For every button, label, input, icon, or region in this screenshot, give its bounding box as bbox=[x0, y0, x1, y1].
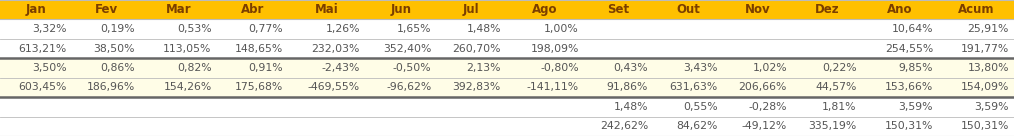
Text: 1,48%: 1,48% bbox=[613, 102, 648, 112]
Text: 148,65%: 148,65% bbox=[235, 44, 283, 54]
Text: -49,12%: -49,12% bbox=[741, 121, 787, 131]
Text: 9,85%: 9,85% bbox=[898, 63, 933, 73]
Text: 84,62%: 84,62% bbox=[676, 121, 718, 131]
Text: -141,11%: -141,11% bbox=[526, 82, 579, 92]
Text: 0,55%: 0,55% bbox=[683, 102, 718, 112]
Text: Ano: Ano bbox=[887, 3, 913, 16]
Bar bbox=[0, 78, 1014, 97]
Bar bbox=[0, 117, 1014, 136]
Text: -469,55%: -469,55% bbox=[308, 82, 360, 92]
Text: 3,59%: 3,59% bbox=[974, 102, 1009, 112]
Text: Mar: Mar bbox=[165, 3, 191, 16]
Text: 0,53%: 0,53% bbox=[177, 24, 212, 34]
Text: 113,05%: 113,05% bbox=[163, 44, 212, 54]
Text: 0,43%: 0,43% bbox=[613, 63, 648, 73]
Text: 3,59%: 3,59% bbox=[898, 102, 933, 112]
Text: 0,77%: 0,77% bbox=[248, 24, 283, 34]
Text: 3,43%: 3,43% bbox=[683, 63, 718, 73]
Text: 150,31%: 150,31% bbox=[960, 121, 1009, 131]
Text: Jan: Jan bbox=[25, 3, 47, 16]
Text: 1,48%: 1,48% bbox=[466, 24, 501, 34]
Text: 0,86%: 0,86% bbox=[100, 63, 135, 73]
Text: 232,03%: 232,03% bbox=[311, 44, 360, 54]
Text: -0,80%: -0,80% bbox=[540, 63, 579, 73]
Text: 1,81%: 1,81% bbox=[822, 102, 857, 112]
Text: 3,50%: 3,50% bbox=[32, 63, 67, 73]
Bar bbox=[0, 0, 1014, 19]
Text: 198,09%: 198,09% bbox=[530, 44, 579, 54]
Text: 175,68%: 175,68% bbox=[235, 82, 283, 92]
Text: 0,22%: 0,22% bbox=[821, 63, 857, 73]
Text: 392,83%: 392,83% bbox=[452, 82, 501, 92]
Text: 153,66%: 153,66% bbox=[885, 82, 933, 92]
Text: 3,32%: 3,32% bbox=[32, 24, 67, 34]
Text: -96,62%: -96,62% bbox=[386, 82, 431, 92]
Text: Dez: Dez bbox=[814, 3, 839, 16]
Text: 2,13%: 2,13% bbox=[466, 63, 501, 73]
Text: 154,09%: 154,09% bbox=[960, 82, 1009, 92]
Text: 44,57%: 44,57% bbox=[815, 82, 857, 92]
Text: 260,70%: 260,70% bbox=[452, 44, 501, 54]
Text: 1,65%: 1,65% bbox=[396, 24, 431, 34]
Text: Out: Out bbox=[676, 3, 700, 16]
Text: 191,77%: 191,77% bbox=[960, 44, 1009, 54]
Bar bbox=[0, 19, 1014, 39]
Text: Acum: Acum bbox=[958, 3, 995, 16]
Text: -2,43%: -2,43% bbox=[321, 63, 360, 73]
Text: 1,26%: 1,26% bbox=[325, 24, 360, 34]
Bar bbox=[0, 58, 1014, 78]
Text: 38,50%: 38,50% bbox=[93, 44, 135, 54]
Text: 154,26%: 154,26% bbox=[163, 82, 212, 92]
Text: 186,96%: 186,96% bbox=[86, 82, 135, 92]
Text: 206,66%: 206,66% bbox=[738, 82, 787, 92]
Text: 91,86%: 91,86% bbox=[606, 82, 648, 92]
Text: 254,55%: 254,55% bbox=[885, 44, 933, 54]
Text: 10,64%: 10,64% bbox=[891, 24, 933, 34]
Text: 1,00%: 1,00% bbox=[544, 24, 579, 34]
Text: 352,40%: 352,40% bbox=[383, 44, 431, 54]
Text: -0,50%: -0,50% bbox=[392, 63, 431, 73]
Text: Fev: Fev bbox=[94, 3, 118, 16]
Text: 0,82%: 0,82% bbox=[177, 63, 212, 73]
Text: Mai: Mai bbox=[314, 3, 339, 16]
Text: 335,19%: 335,19% bbox=[808, 121, 857, 131]
Text: 0,19%: 0,19% bbox=[100, 24, 135, 34]
Text: Nov: Nov bbox=[744, 3, 771, 16]
Text: 613,21%: 613,21% bbox=[18, 44, 67, 54]
Text: Jul: Jul bbox=[463, 3, 480, 16]
Text: 603,45%: 603,45% bbox=[18, 82, 67, 92]
Text: Set: Set bbox=[607, 3, 630, 16]
Text: Abr: Abr bbox=[240, 3, 264, 16]
Bar bbox=[0, 39, 1014, 58]
Text: 13,80%: 13,80% bbox=[967, 63, 1009, 73]
Text: -0,28%: -0,28% bbox=[748, 102, 787, 112]
Text: 25,91%: 25,91% bbox=[967, 24, 1009, 34]
Text: 0,91%: 0,91% bbox=[248, 63, 283, 73]
Text: 631,63%: 631,63% bbox=[669, 82, 718, 92]
Text: 242,62%: 242,62% bbox=[600, 121, 648, 131]
Bar bbox=[0, 97, 1014, 117]
Text: 150,31%: 150,31% bbox=[885, 121, 933, 131]
Text: 1,02%: 1,02% bbox=[752, 63, 787, 73]
Text: Jun: Jun bbox=[390, 3, 412, 16]
Text: Ago: Ago bbox=[532, 3, 558, 16]
